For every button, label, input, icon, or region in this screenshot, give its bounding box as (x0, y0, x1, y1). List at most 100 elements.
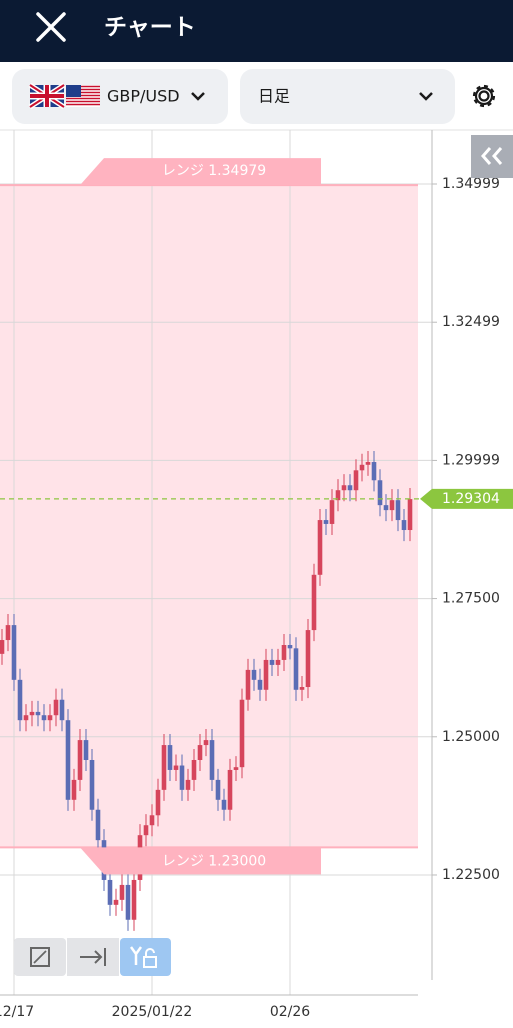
candle-body (239, 699, 245, 768)
candle-body (125, 884, 131, 920)
candle-body (197, 745, 203, 760)
latest-button[interactable] (67, 938, 119, 976)
candle-body (107, 879, 113, 905)
page-title: チャート (104, 15, 196, 41)
candle-body (191, 759, 197, 780)
candle-body (77, 740, 83, 780)
candle-body (383, 505, 389, 511)
candle-body (305, 630, 311, 688)
collapse-button[interactable] (471, 135, 513, 178)
candle-body (215, 779, 221, 800)
candle-body (365, 462, 371, 465)
pair-selector[interactable]: GBP/USD (12, 69, 228, 124)
candle-body (407, 499, 413, 531)
candle-body (59, 699, 65, 721)
candle-body (185, 779, 191, 790)
candle-body (5, 625, 11, 641)
x-tick-label: 2025/01/22 (112, 1004, 193, 1020)
candle-body (203, 740, 209, 746)
candle-body (143, 825, 149, 836)
candle-body (71, 779, 77, 800)
candle-body (131, 879, 137, 920)
range-tag (80, 158, 321, 186)
candle-body (335, 490, 341, 501)
candle-body (311, 574, 317, 631)
candle-body (317, 520, 323, 575)
y-tick-label: 1.34999 (442, 176, 500, 192)
y-lock-button[interactable] (120, 938, 171, 976)
x-tick-label: 02/26 (270, 1004, 310, 1020)
candle-body (29, 711, 35, 716)
uk-flag (28, 82, 66, 110)
candle-body (293, 648, 299, 690)
candle-body (341, 485, 347, 491)
candle-body (299, 687, 305, 690)
candle-body (161, 745, 167, 790)
timeframe-label: 日足 (258, 87, 290, 106)
candle-body (245, 669, 251, 700)
candle-body (221, 799, 227, 810)
settings-button[interactable] (472, 84, 496, 108)
candle-body (173, 765, 179, 770)
timeframe-selector[interactable]: 日足 (240, 69, 455, 124)
candle-body (257, 679, 263, 690)
candle-body (119, 884, 125, 900)
candle-body (113, 899, 119, 905)
plot-area (0, 130, 432, 995)
candle-body (179, 765, 185, 790)
bottom-controls (14, 938, 171, 976)
candle-body (359, 464, 365, 471)
candle-body (0, 640, 5, 654)
candle-body (47, 715, 53, 721)
price-axis: 1.34999 1.32499 1.29999 1.27500 1.25000 1.225… (432, 176, 500, 883)
y-tick-label: 1.25000 (442, 729, 500, 745)
candle-body (401, 520, 407, 531)
close-button[interactable] (36, 12, 66, 42)
x-tick-label: 12/17 (0, 1004, 34, 1020)
range-label: レンジ 1.23000 (162, 853, 266, 869)
y-tick-label: 1.29999 (442, 452, 500, 468)
candle-body (263, 659, 269, 690)
candle-body (227, 769, 233, 810)
y-tick-label: 1.22500 (442, 867, 500, 883)
candle-body (65, 720, 71, 800)
range-label: レンジ 1.34979 (162, 163, 266, 179)
current-price-label: 1.29304 (442, 491, 500, 507)
pair-label: GBP/USD (107, 87, 180, 106)
y-tick-label: 1.27500 (442, 591, 500, 607)
candle-body (275, 659, 281, 665)
candle-body (371, 462, 377, 481)
candle-body (23, 715, 29, 721)
candle-body (89, 759, 95, 810)
candle-body (281, 645, 287, 660)
candle-body (41, 715, 47, 721)
range-tag (80, 847, 321, 875)
candle-body (167, 745, 173, 770)
candle-body (269, 659, 275, 665)
candle-body (95, 809, 101, 841)
candle-body (53, 699, 59, 716)
range-band (0, 185, 418, 848)
candle-body (377, 480, 383, 506)
candle-body (329, 500, 335, 524)
top-bar (0, 0, 513, 62)
candle-body (149, 815, 155, 826)
candle-body (251, 669, 257, 680)
us-flag (66, 85, 100, 107)
candle-body (11, 625, 17, 680)
candle-body (233, 767, 239, 770)
candle-body (287, 645, 293, 649)
candle-body (389, 500, 395, 511)
y-tick-label: 1.32499 (442, 314, 500, 330)
candle-body (35, 711, 41, 716)
candle-body (17, 679, 23, 721)
candle-body (353, 470, 359, 491)
candle-body (83, 740, 89, 760)
fit-button[interactable] (14, 938, 66, 976)
candle-body (395, 500, 401, 521)
candle-body (209, 740, 215, 780)
current-price-tag (420, 488, 513, 509)
candle-body (155, 789, 161, 816)
